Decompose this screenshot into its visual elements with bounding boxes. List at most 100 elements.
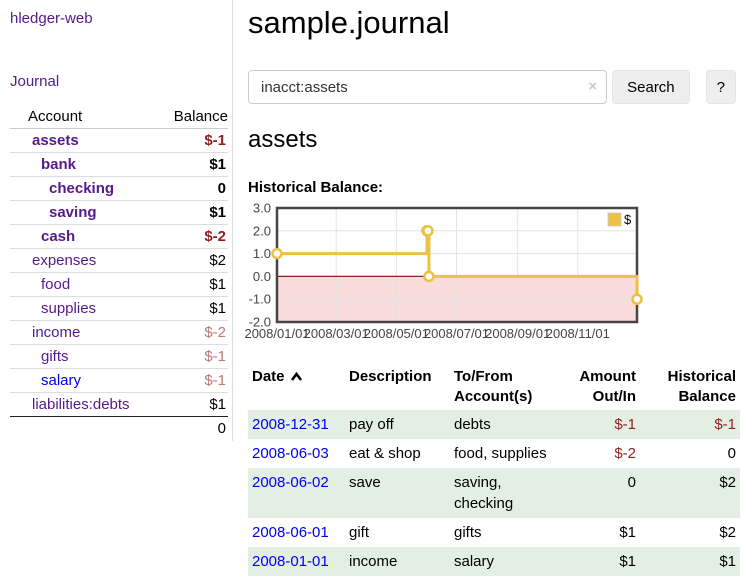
- account-row: checking 0: [10, 177, 228, 201]
- transaction-amount: $1: [619, 553, 636, 570]
- transaction-row: 2008-12-31 pay off debts $-1 $-1: [248, 410, 740, 439]
- balance-chart-svg: 3.0 2.0 1.0 0.0 -1.0 -2.02008/01/012008/03/01…: [244, 201, 643, 341]
- help-button[interactable]: ?: [705, 70, 736, 104]
- account-balance: $-1: [204, 132, 226, 149]
- register-header-amount: Amount Out/In: [579, 368, 636, 405]
- account-row: cash $-2: [10, 225, 228, 249]
- register-table: Date Description To/From Account(s) Amou…: [248, 364, 740, 576]
- sidebar-divider: [232, 0, 233, 441]
- account-link[interactable]: cash: [41, 228, 76, 245]
- clear-search-icon[interactable]: ×: [588, 78, 598, 95]
- transaction-row: 2008-06-03 eat & shop food, supplies $-2 0: [248, 439, 740, 468]
- account-cell: cash: [10, 225, 160, 249]
- account-cell: assets: [10, 129, 160, 153]
- transaction-date-cell: 2008-06-02: [248, 468, 345, 518]
- x-tick-label: 2008/03/01: [304, 326, 369, 341]
- account-link[interactable]: supplies: [41, 300, 97, 317]
- chart-legend-label: $: [624, 212, 632, 227]
- y-tick-label: 1.0: [253, 246, 271, 261]
- account-row: saving $1: [10, 201, 228, 225]
- transaction-balance: $2: [719, 524, 736, 541]
- account-cell: bank: [10, 153, 160, 177]
- transaction-description: income: [349, 553, 398, 570]
- accounts-table: Account Balance assets $-1 bank $1 checking 0…: [10, 105, 228, 440]
- account-link[interactable]: food: [41, 276, 71, 293]
- account-link[interactable]: gifts: [41, 348, 69, 365]
- x-tick-label: 2008/11/01: [546, 326, 610, 341]
- account-link[interactable]: income: [32, 324, 81, 341]
- transaction-accounts: food, supplies: [454, 445, 547, 462]
- transaction-row: 2008-06-02 save saving, checking 0 $2: [248, 468, 740, 518]
- account-row: expenses $2: [10, 249, 228, 273]
- chart-legend-swatch: [607, 212, 622, 227]
- sidebar: hledger-web Journal Account Balance asse…: [0, 0, 232, 576]
- account-balance: 0: [217, 180, 226, 197]
- account-balance: $-2: [204, 324, 226, 341]
- account-cell: income: [10, 321, 160, 345]
- transaction-accounts: salary: [454, 553, 495, 570]
- register-header-date[interactable]: Date: [248, 364, 345, 410]
- search-button[interactable]: Search: [612, 70, 690, 104]
- account-link[interactable]: salary: [41, 372, 82, 389]
- plot-border: [275, 206, 639, 324]
- accounts-total-spacer: [10, 416, 160, 440]
- transaction-description: save: [349, 474, 381, 491]
- transaction-row: 2008-01-01 income salary $1 $1: [248, 547, 740, 576]
- account-cell: supplies: [10, 297, 160, 321]
- account-link[interactable]: saving: [49, 204, 97, 221]
- transaction-amount: $-1: [614, 416, 636, 433]
- transaction-date-link[interactable]: 2008-06-02: [252, 474, 329, 491]
- register-header-row: Date Description To/From Account(s) Amou…: [248, 364, 740, 410]
- accounts-header-row: Account Balance: [10, 105, 228, 129]
- transaction-accounts: debts: [454, 416, 491, 433]
- data-point: [422, 225, 434, 237]
- data-point: [631, 293, 643, 305]
- account-link[interactable]: expenses: [32, 252, 97, 269]
- transaction-date-cell: 2008-06-03: [248, 439, 345, 468]
- transaction-accounts: saving, checking: [454, 474, 514, 512]
- account-cell: saving: [10, 201, 160, 225]
- transaction-amount: 0: [627, 474, 636, 491]
- main-content: sample.journal × Search ? assets Histori…: [232, 0, 742, 576]
- data-point: [271, 247, 283, 260]
- transaction-date-link[interactable]: 2008-01-01: [252, 553, 329, 570]
- y-tick-label: 0.0: [253, 269, 271, 284]
- brand-link[interactable]: hledger-web: [10, 10, 93, 27]
- account-row: food $1: [10, 273, 228, 297]
- historical-balance-label: Historical Balance:: [248, 179, 384, 196]
- account-heading: assets: [248, 126, 318, 153]
- account-link[interactable]: bank: [41, 156, 77, 173]
- account-link[interactable]: liabilities:debts: [32, 396, 130, 413]
- search-field-wrap: ×: [248, 70, 608, 104]
- data-point: [423, 270, 435, 283]
- transaction-amount: $-2: [614, 445, 636, 462]
- balance-chart: 3.0 2.0 1.0 0.0 -1.0 -2.0 2008/01/01 2008/03/01…: [244, 201, 736, 350]
- account-link[interactable]: assets: [32, 132, 79, 149]
- transaction-date-link[interactable]: 2008-06-03: [252, 445, 329, 462]
- transaction-description: eat & shop: [349, 445, 421, 462]
- account-balance: $-2: [204, 228, 226, 245]
- account-link[interactable]: checking: [49, 180, 115, 197]
- account-cell: salary: [10, 369, 160, 393]
- nav-journal-link[interactable]: Journal: [10, 73, 60, 90]
- transaction-date-link[interactable]: 2008-12-31: [252, 416, 329, 433]
- account-row: salary $-1: [10, 369, 228, 393]
- account-balance: $1: [209, 396, 226, 413]
- transaction-balance: 0: [727, 445, 736, 462]
- transaction-date-cell: 2008-12-31: [248, 410, 345, 439]
- account-balance: $1: [209, 276, 226, 293]
- transaction-date-link[interactable]: 2008-06-01: [252, 524, 329, 541]
- transaction-description: gift: [349, 524, 370, 541]
- transaction-balance: $-1: [714, 416, 736, 433]
- transaction-row: 2008-06-01 gift gifts $1 $2: [248, 518, 740, 547]
- x-tick-label: 2008/09/01: [485, 326, 550, 341]
- transaction-balance: $1: [719, 553, 736, 570]
- account-row: income $-2: [10, 321, 228, 345]
- page-title: sample.journal: [248, 5, 450, 40]
- accounts-total-value: 0: [159, 416, 228, 440]
- sort-asc-icon: [290, 371, 302, 381]
- account-row: gifts $-1: [10, 345, 228, 369]
- account-balance: $1: [209, 204, 226, 221]
- y-tick-label: -1.0: [249, 292, 271, 307]
- search-input[interactable]: [248, 70, 608, 104]
